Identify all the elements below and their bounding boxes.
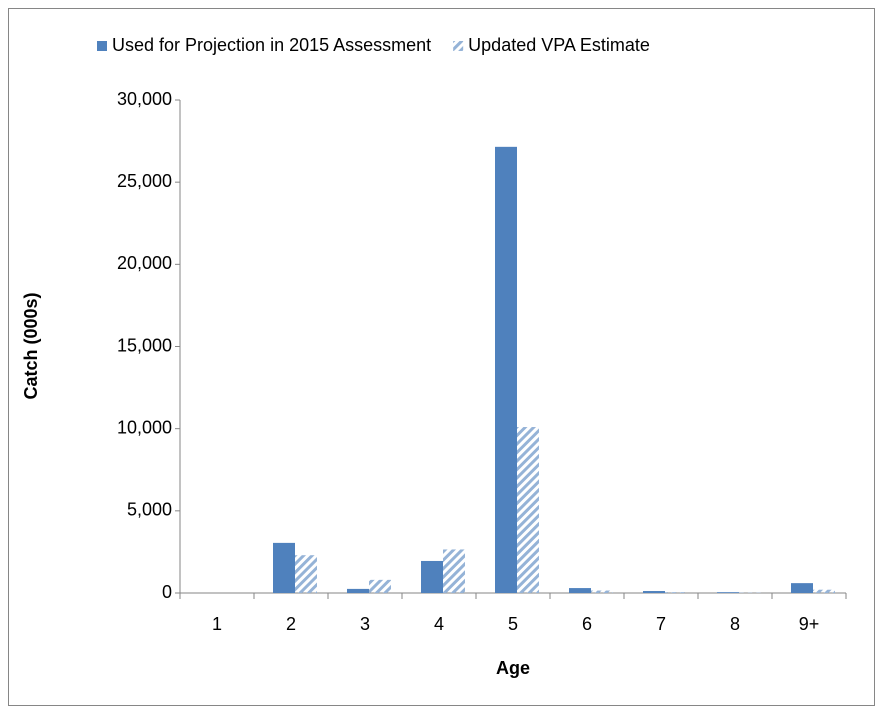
x-tick-label: 7 (656, 614, 666, 634)
bar (643, 591, 665, 593)
bar (813, 589, 835, 593)
x-tick-label: 3 (360, 614, 370, 634)
y-tick-label: 15,000 (117, 335, 172, 355)
bar (295, 555, 317, 593)
bar (273, 542, 295, 593)
y-tick-label: 5,000 (127, 500, 172, 520)
legend-swatch (97, 41, 107, 51)
y-tick-label: 10,000 (117, 417, 172, 437)
bar (665, 592, 687, 593)
y-axis-title: Catch (000s) (21, 292, 41, 399)
chart-border (8, 8, 875, 706)
bar (591, 590, 613, 593)
bar (369, 579, 391, 593)
x-tick-label: 9+ (799, 614, 820, 634)
bar (443, 549, 465, 593)
bar (791, 583, 813, 593)
legend-swatch (453, 41, 464, 51)
bar (347, 588, 369, 593)
legend-label: Used for Projection in 2015 Assessment (112, 35, 431, 55)
x-tick-label: 6 (582, 614, 592, 634)
bar (717, 592, 739, 593)
x-tick-label: 4 (434, 614, 444, 634)
bar (569, 588, 591, 593)
x-axis-title: Age (496, 658, 530, 678)
x-tick-label: 2 (286, 614, 296, 634)
bar (421, 560, 443, 593)
x-tick-label: 1 (212, 614, 222, 634)
bar (495, 146, 517, 593)
y-tick-label: 30,000 (117, 89, 172, 109)
bar (517, 427, 539, 593)
y-tick-label: 0 (162, 582, 172, 602)
legend-label: Updated VPA Estimate (468, 35, 650, 55)
x-tick-label: 8 (730, 614, 740, 634)
x-tick-label: 5 (508, 614, 518, 634)
y-tick-label: 25,000 (117, 171, 172, 191)
y-tick-label: 20,000 (117, 253, 172, 273)
